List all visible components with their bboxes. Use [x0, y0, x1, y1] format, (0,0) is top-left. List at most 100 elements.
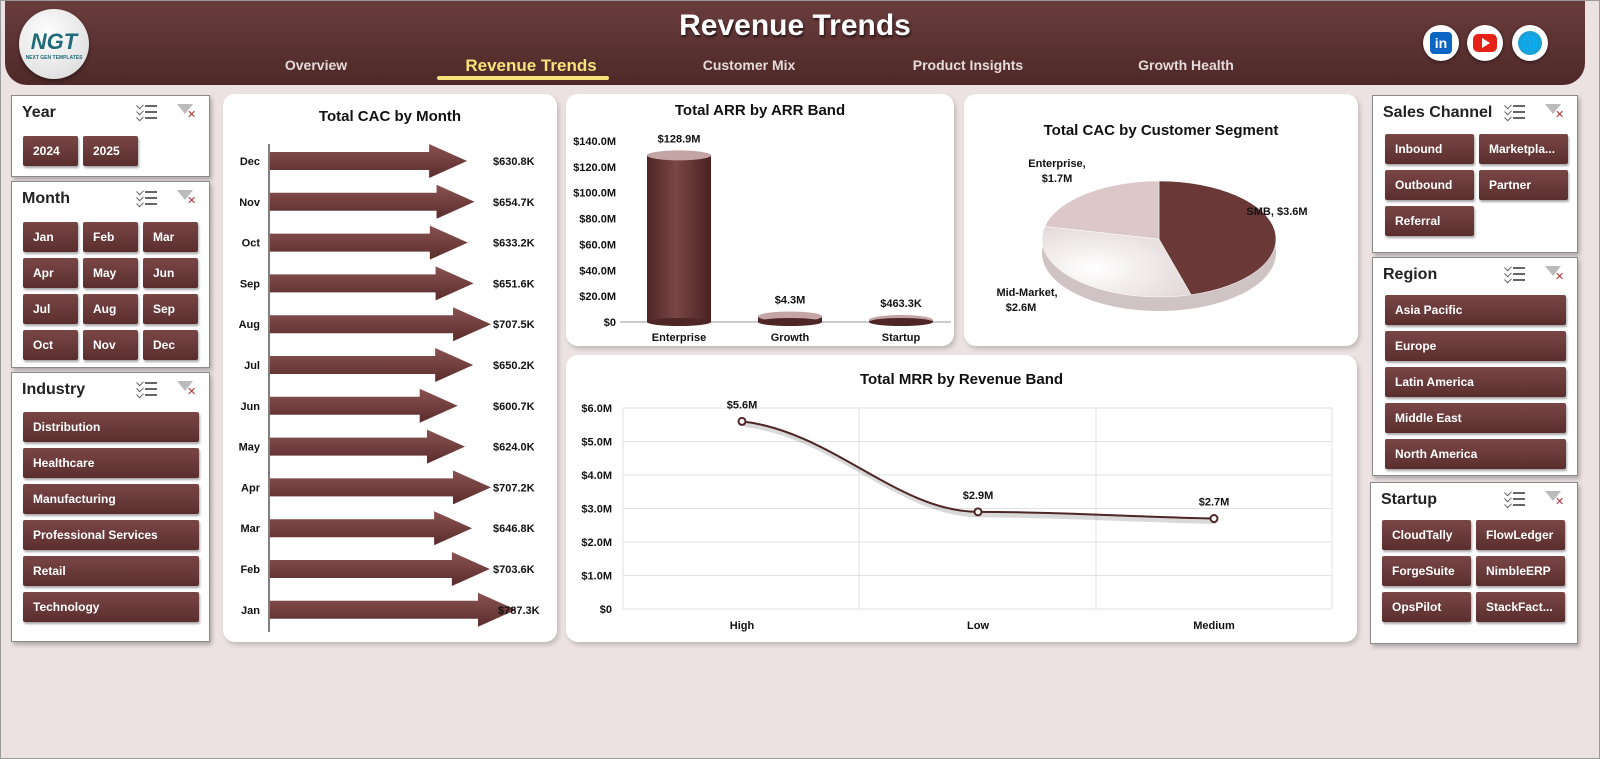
startup-option-cloudtally[interactable]: CloudTally: [1382, 520, 1471, 550]
cac-by-month-chart: Dec $630.8K Nov $654.7K Oct $633.2K Sep $651.6K…: [239, 144, 540, 632]
multi-select-icon[interactable]: [1504, 488, 1525, 509]
startup-option-forgesuite[interactable]: ForgeSuite: [1382, 556, 1471, 586]
startup-slicer-title: Startup: [1381, 491, 1437, 508]
month-option-jan[interactable]: Jan: [23, 222, 78, 252]
tab-product-insights[interactable]: Product Insights: [912, 57, 1024, 73]
sales-channel-slicer: Sales Channel InboundMarketpla...Outbound…: [1372, 95, 1578, 253]
cac-by-segment-chart: SMB, $3.6M Mid-Market, $2.6M Enterprise, $1.…: [996, 158, 1307, 314]
industry-option-professional-services[interactable]: Professional Services: [23, 520, 199, 550]
tab-revenue-trends[interactable]: Revenue Trends: [465, 56, 597, 75]
sales-channel-option-referral[interactable]: Referral: [1385, 206, 1474, 236]
pie-slice-smb: [1158, 180, 1277, 296]
clear-filter-icon[interactable]: [175, 188, 197, 208]
cac-value-label-feb: $703.6K: [493, 564, 535, 576]
year-option-2024[interactable]: 2024: [23, 136, 78, 166]
clear-filter-icon[interactable]: [1543, 102, 1565, 122]
region-slicer: Region Asia Pacific Europe Latin America Mid…: [1372, 257, 1578, 476]
pie-value-mid-market: $2.6M: [1006, 302, 1037, 314]
arr-category-label-enterprise: Enterprise: [652, 332, 706, 344]
mrr-y-tick: $6.0M: [581, 403, 612, 415]
month-option-may[interactable]: May: [83, 258, 138, 288]
arr-y-tick: $0: [604, 317, 616, 329]
pie-label-enterprise: Enterprise,: [1028, 158, 1085, 170]
tab-overview[interactable]: Overview: [284, 57, 348, 73]
cac-value-label-apr: $707.2K: [493, 482, 535, 494]
month-option-dec[interactable]: Dec: [143, 330, 198, 360]
region-option-europe[interactable]: Europe: [1385, 331, 1566, 361]
cac-value-label-mar: $646.8K: [493, 523, 535, 535]
sales-channel-option-partner[interactable]: Partner: [1479, 170, 1568, 200]
arr-category-label-startup: Startup: [882, 332, 921, 344]
tab-customer-mix[interactable]: Customer Mix: [702, 57, 796, 73]
month-option-sep[interactable]: Sep: [143, 294, 198, 324]
industry-option-retail[interactable]: Retail: [23, 556, 199, 586]
cac-bar-dec: [270, 144, 468, 178]
year-option-2025[interactable]: 2025: [83, 136, 138, 166]
arr-bar-growth: [758, 311, 822, 326]
cac-category-label-dec: Dec: [240, 156, 260, 168]
startup-option-nimbleerp[interactable]: NimbleERP: [1476, 556, 1565, 586]
arr-bar-enterprise: [647, 150, 711, 326]
industry-option-technology[interactable]: Technology: [23, 592, 199, 622]
header-bar: NGT NEXT GEN TEMPLATES Revenue Trends Ov…: [5, 1, 1585, 85]
slicer-toolbar: [1504, 488, 1565, 509]
cac-value-label-oct: $633.2K: [493, 238, 535, 250]
tab-growth-health[interactable]: Growth Health: [1138, 57, 1234, 73]
multi-select-icon[interactable]: [1504, 263, 1525, 284]
arr-y-tick: $20.0M: [579, 291, 616, 303]
clear-filter-icon[interactable]: [1543, 489, 1565, 509]
mrr-by-band-card: Total MRR by Revenue Band $0 $1.0M $2.0M $3…: [566, 355, 1357, 642]
arr-y-tick: $140.0M: [573, 136, 616, 148]
cac-value-label-dec: $630.8K: [493, 156, 535, 168]
industry-option-healthcare[interactable]: Healthcare: [23, 448, 199, 478]
month-option-jun[interactable]: Jun: [143, 258, 198, 288]
youtube-icon: [1473, 34, 1497, 52]
month-option-jul[interactable]: Jul: [23, 294, 78, 324]
arr-y-tick: $40.0M: [579, 265, 616, 277]
month-option-aug[interactable]: Aug: [83, 294, 138, 324]
arr-value-label-growth: $4.3M: [775, 294, 806, 306]
cac-bar-jun: [270, 388, 458, 423]
pie-label-smb: SMB, $3.6M: [1246, 206, 1307, 218]
month-option-apr[interactable]: Apr: [23, 258, 78, 288]
pie-slice-mid-market: [1041, 226, 1192, 298]
region-option-middle-east[interactable]: Middle East: [1385, 403, 1566, 433]
multi-select-icon[interactable]: [136, 378, 157, 399]
pie-label-mid-market: Mid-Market,: [996, 287, 1057, 299]
multi-select-icon[interactable]: [136, 101, 157, 122]
month-option-mar[interactable]: Mar: [143, 222, 198, 252]
month-option-oct[interactable]: Oct: [23, 330, 78, 360]
cac-category-label-may: May: [239, 442, 261, 454]
startup-option-opspilot[interactable]: OpsPilot: [1382, 592, 1471, 622]
linkedin-button[interactable]: in: [1423, 25, 1459, 61]
startup-option-flowledger[interactable]: FlowLedger: [1476, 520, 1565, 550]
industry-option-manufacturing[interactable]: Manufacturing: [23, 484, 199, 514]
arr-value-label-startup: $463.3K: [880, 298, 922, 310]
sales-channel-option-outbound[interactable]: Outbound: [1385, 170, 1474, 200]
cac-by-month-card: Total CAC by Month Dec $630.8K Nov $654.7K O…: [223, 94, 557, 642]
industry-option-distribution[interactable]: Distribution: [23, 412, 199, 442]
mrr-value-label-high: $5.6M: [727, 399, 758, 411]
arr-by-band-card: Total ARR by ARR Band $0 $20.0M $40.0M $60.…: [566, 94, 954, 346]
sales-channel-option-marketpla[interactable]: Marketpla...: [1479, 134, 1568, 164]
cac-bar-sep: [270, 266, 474, 301]
arr-y-tick: $60.0M: [579, 239, 616, 251]
cac-category-label-jan: Jan: [241, 605, 260, 617]
multi-select-icon[interactable]: [1504, 101, 1525, 122]
clear-filter-icon[interactable]: [175, 379, 197, 399]
region-option-asia-pacific[interactable]: Asia Pacific: [1385, 295, 1566, 325]
website-button[interactable]: 🌐: [1512, 25, 1548, 61]
clear-filter-icon[interactable]: [175, 102, 197, 122]
sales-channel-option-inbound[interactable]: Inbound: [1385, 134, 1474, 164]
region-option-latin-america[interactable]: Latin America: [1385, 367, 1566, 397]
youtube-button[interactable]: [1467, 25, 1503, 61]
slicer-toolbar: [1504, 263, 1565, 284]
clear-filter-icon[interactable]: [1543, 264, 1565, 284]
mrr-by-band-title: Total MRR by Revenue Band: [859, 371, 1064, 388]
region-option-north-america[interactable]: North America: [1385, 439, 1566, 469]
month-option-feb[interactable]: Feb: [83, 222, 138, 252]
startup-option-stackfact[interactable]: StackFact...: [1476, 592, 1565, 622]
mrr-point-high: [737, 416, 747, 426]
multi-select-icon[interactable]: [136, 187, 157, 208]
month-option-nov[interactable]: Nov: [83, 330, 138, 360]
